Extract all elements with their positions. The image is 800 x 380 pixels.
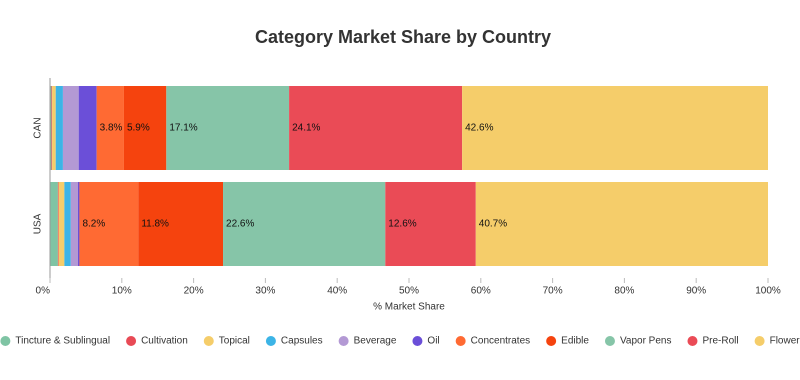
data-label: 11.8%: [141, 219, 169, 230]
legend-marker: [0, 336, 11, 346]
bar-segment: [55, 86, 63, 170]
data-label: 40.7%: [479, 219, 507, 230]
bar-segment: [78, 182, 80, 266]
x-tick-label: 20%: [184, 286, 204, 297]
legend-label: Capsules: [281, 336, 323, 347]
bar-segment: [52, 86, 56, 170]
y-tick-label: USA: [33, 213, 44, 234]
legend-marker: [546, 336, 557, 346]
bar-segment: [64, 182, 71, 266]
legend-label: Concentrates: [471, 336, 530, 347]
bar-segment: [79, 182, 139, 266]
y-tick-label: CAN: [33, 117, 44, 138]
bar-segment: [50, 86, 52, 170]
bar-segment: [223, 182, 386, 266]
bar-segment: [58, 182, 65, 266]
legend-marker: [604, 336, 615, 346]
legend-marker: [126, 336, 137, 346]
x-tick-label: 90%: [686, 286, 706, 297]
bar-segment: [51, 86, 53, 170]
bar-segment: [385, 182, 476, 266]
legend-marker: [687, 336, 698, 346]
legend-label: Edible: [561, 336, 589, 347]
legend-marker: [412, 336, 423, 346]
data-label: 12.6%: [388, 219, 416, 230]
x-tick-label: 50%: [399, 286, 419, 297]
bar-segment: [78, 86, 97, 170]
bar-segment: [96, 86, 124, 170]
legend-label: Topical: [219, 336, 250, 347]
x-tick-label: 10%: [112, 286, 132, 297]
bar-segment: [462, 86, 768, 170]
bar-segment: [50, 182, 58, 266]
x-axis-title: % Market Share: [373, 302, 445, 313]
bar-segment: [62, 86, 79, 170]
legend-label: Tincture & Sublingual: [15, 336, 110, 347]
bar-segment: [475, 182, 768, 266]
legend-marker: [455, 336, 466, 346]
legend-marker: [754, 336, 765, 346]
legend-label: Flower: [770, 336, 800, 347]
data-label: 24.1%: [292, 123, 320, 134]
legend-marker: [338, 336, 349, 346]
x-tick-label: 30%: [255, 286, 275, 297]
legend-marker: [203, 336, 214, 346]
x-tick-label: 100%: [755, 286, 781, 297]
data-label: 8.2%: [82, 219, 105, 230]
bar-segment: [166, 86, 290, 170]
x-tick-label: 40%: [327, 286, 347, 297]
bar-segment: [289, 86, 463, 170]
legend-label: Oil: [427, 336, 439, 347]
legend-marker: [265, 336, 276, 346]
legend-label: Pre-Roll: [702, 336, 738, 347]
bar-segment: [70, 182, 79, 266]
x-tick-label: 60%: [471, 286, 491, 297]
bar-segment: [138, 182, 224, 266]
data-label: 17.1%: [169, 123, 197, 134]
data-label: 3.8%: [100, 123, 123, 134]
legend: Tincture & Sublingual Cultivation Topical C…: [0, 336, 800, 347]
x-tick-label: 70%: [543, 286, 563, 297]
x-tick-label: 80%: [614, 286, 634, 297]
legend-label: Vapor Pens: [620, 336, 672, 347]
bar-segment: [123, 86, 167, 170]
legend-label: Cultivation: [141, 336, 188, 347]
bar-segment: [57, 182, 59, 266]
data-label: 5.9%: [127, 123, 150, 134]
chart-title: Category Market Share by Country: [255, 27, 551, 47]
data-label: 42.6%: [465, 123, 493, 134]
x-tick-label: 0%: [36, 286, 51, 297]
data-label: 22.6%: [226, 219, 254, 230]
legend-label: Beverage: [354, 336, 397, 347]
